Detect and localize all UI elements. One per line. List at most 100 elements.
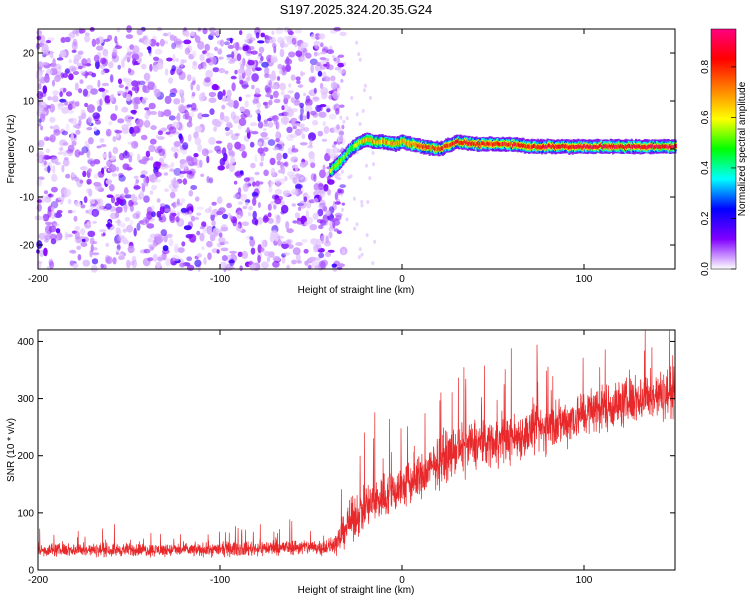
noise-blob [65,91,73,97]
noise-blob [149,63,153,72]
noise-blob [153,56,159,61]
noise-blob [122,239,130,245]
noise-blob [238,96,242,102]
noise-blob [330,81,338,90]
noise-blob [275,138,280,143]
noise-blob [100,263,104,269]
noise-blob [281,165,285,175]
noise-blob [60,194,65,203]
ridge-cell [565,144,568,149]
ridge-cell [621,144,624,149]
noise-blob [188,210,193,218]
noise-blob [157,130,163,136]
noise-blob [222,89,226,96]
noise-blob [96,204,104,211]
noise-blob [190,81,194,91]
noise-blob [288,51,296,58]
noise-blob [193,131,199,140]
noise-blob [305,209,309,219]
noise-blob [205,69,214,79]
ridge-cell [505,142,508,147]
noise-blob [148,144,155,153]
noise-blob [57,196,62,201]
noise-blob [46,68,53,75]
noise-blob [365,163,368,168]
noise-blob [148,243,156,249]
noise-blob [284,58,293,65]
ridge-cell [597,145,600,150]
noise-blob [125,93,132,102]
noise-blob [36,203,42,212]
noise-blob [280,241,289,245]
ridge-cell [419,145,422,150]
noise-blob [42,213,50,222]
noise-blob [104,95,111,104]
ridge-cell [581,145,584,150]
noise-blob [241,221,249,226]
noise-blob [278,69,283,75]
noise-blob [223,261,227,268]
noise-blob [239,210,244,217]
noise-blob [135,213,140,219]
noise-blob [251,73,259,82]
ridge-cell [487,141,490,146]
noise-blob [250,247,256,255]
noise-blob [328,226,334,232]
noise-blob [133,175,139,179]
noise-blob [169,168,175,172]
noise-blob [291,188,299,195]
noise-blob [78,28,86,34]
noise-blob [225,131,230,137]
noise-blob [208,91,217,98]
noise-blob [129,260,135,266]
ridge-cell [669,144,672,149]
ridge-cell [496,141,499,145]
noise-blob [242,205,248,210]
noise-blob [59,98,67,103]
noise-blob [237,221,242,229]
noise-blob [197,40,205,50]
noise-blob [224,41,230,46]
noise-blob [219,39,225,47]
ridge-cell [333,164,336,169]
y-tick-label: 200 [17,451,34,462]
noise-blob [208,137,216,145]
noise-blob [332,90,340,100]
noise-blob [231,51,235,59]
noise-blob [363,88,366,93]
noise-blob [69,249,77,254]
noise-blob [255,109,261,114]
ridge-cell [561,144,564,148]
noise-blob [43,136,50,142]
noise-blob [82,170,87,178]
noise-blob [355,222,359,227]
noise-blob [363,83,367,88]
noise-blob [235,223,241,230]
noise-blob [114,130,123,134]
ridge-cell [464,141,467,146]
noise-blob [257,113,262,122]
noise-blob [284,161,289,168]
noise-blob [168,126,177,134]
noise-blob [339,115,343,120]
noise-blob [298,114,306,121]
noise-blob [180,58,184,68]
noise-blob [275,180,281,188]
snr-y-axis-label: SNR (10 * v/v) [6,418,17,482]
noise-blob [143,248,151,254]
noise-blob [60,72,64,79]
ridge-cell [587,144,590,149]
noise-blob [257,121,264,129]
noise-blob [154,171,162,177]
noise-blob [262,101,268,106]
noise-blob [300,57,306,62]
noise-blob [262,128,267,132]
noise-blob [59,49,67,58]
noise-blob [258,53,263,57]
noise-blob [327,188,331,196]
noise-blob [287,171,295,177]
noise-blob [67,144,75,152]
noise-blob [89,204,97,208]
noise-blob [282,252,290,256]
